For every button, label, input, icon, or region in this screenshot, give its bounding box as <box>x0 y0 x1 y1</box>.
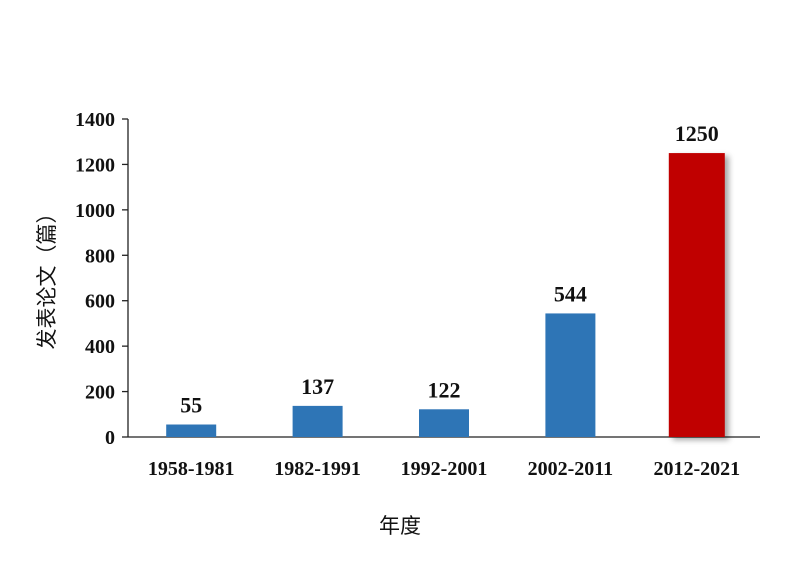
value-label: 55 <box>180 393 202 418</box>
y-tick-label: 600 <box>85 291 115 313</box>
value-label: 137 <box>301 374 334 399</box>
bar-1992-2001 <box>419 409 469 437</box>
y-axis: 0 200 400 600 800 1000 1200 1400 <box>75 109 129 449</box>
y-tick-label: 400 <box>85 336 115 358</box>
bar-1958-1981 <box>166 424 217 437</box>
value-labels: 55 137 122 544 1250 <box>180 121 719 417</box>
x-tick-label: 2002-2011 <box>528 458 614 480</box>
x-axis: 1958-1981 1982-1991 1992-2001 2002-2011 2012… <box>128 436 760 480</box>
bars <box>166 153 725 438</box>
x-tick-label: 2012-2021 <box>653 458 740 480</box>
value-label: 1250 <box>675 121 719 146</box>
y-tick-label: 200 <box>85 382 115 404</box>
y-tick-label: 800 <box>85 245 115 267</box>
x-axis-title: 年度 <box>379 514 421 538</box>
x-tick-label: 1958-1981 <box>148 458 235 480</box>
y-axis-title: 发表论文（篇） <box>35 203 59 350</box>
y-tick-label: 1200 <box>75 154 115 176</box>
x-tick-label: 1982-1991 <box>274 458 361 480</box>
value-label: 544 <box>554 281 587 306</box>
bar-1982-1991 <box>292 405 343 437</box>
bar-2012-2021 <box>668 153 725 438</box>
bar-2002-2011 <box>545 313 596 437</box>
y-tick-label: 0 <box>105 427 115 449</box>
y-tick-label: 1000 <box>75 200 115 222</box>
x-tick-label: 1992-2001 <box>401 458 488 480</box>
value-label: 122 <box>428 377 461 402</box>
y-tick-label: 1400 <box>75 109 115 131</box>
